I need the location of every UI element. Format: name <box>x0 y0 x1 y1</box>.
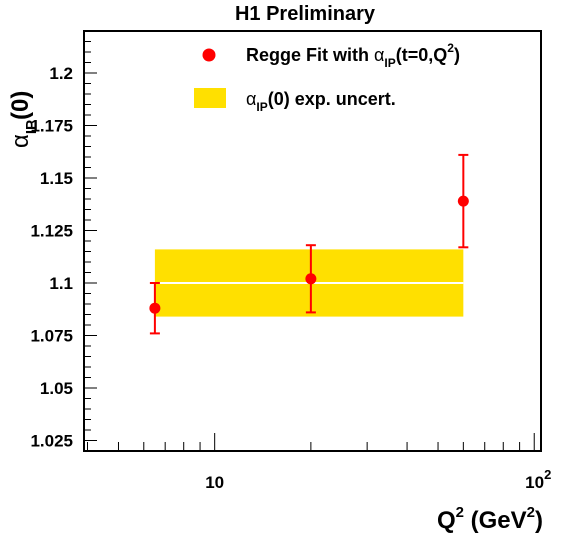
y-axis: 1.025 1.05 1.075 1.1 1.125 1.15 1.175 1.2 <box>30 30 97 452</box>
data-point <box>457 195 469 207</box>
legend-marker-circle <box>202 48 216 62</box>
x-axis-label: Q2 (GeV2) <box>437 504 543 534</box>
x-tick-label: 102 <box>525 467 551 492</box>
data-point <box>305 273 317 285</box>
y-tick-label: 1.05 <box>40 379 73 398</box>
uncertainty-band <box>154 249 464 317</box>
y-tick-label: 1.2 <box>49 64 73 83</box>
y-tick-label: 1.025 <box>30 432 73 451</box>
legend-entry-fit: Regge Fit with αIP(t=0,Q2) <box>246 41 460 70</box>
y-tick-label: 1.075 <box>30 327 73 346</box>
x-axis: 10 102 <box>87 433 551 492</box>
data-point <box>149 302 161 314</box>
legend: Regge Fit with αIP(t=0,Q2) αIP(0) exp. un… <box>194 41 460 114</box>
chart-title: H1 Preliminary <box>235 3 376 25</box>
legend-entry-band: αIP(0) exp. uncert. <box>246 89 396 114</box>
y-tick-label: 1.15 <box>40 169 73 188</box>
x-tick-label: 10 <box>205 473 224 492</box>
y-tick-label: 1.125 <box>30 222 73 241</box>
y-tick-label: 1.175 <box>30 117 73 136</box>
legend-marker-band <box>194 88 226 108</box>
data-points <box>149 153 469 335</box>
y-tick-label: 1.1 <box>49 274 73 293</box>
y-axis-label: αIP(0) <box>7 91 40 148</box>
